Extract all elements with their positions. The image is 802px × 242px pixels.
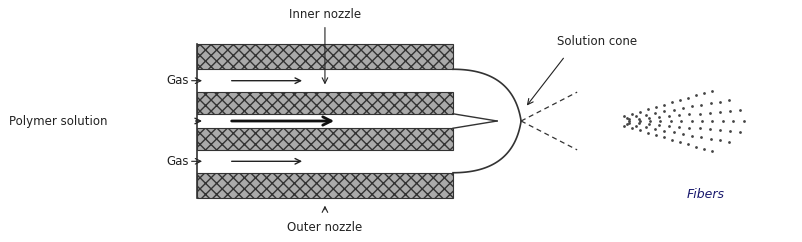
Bar [196, 128, 453, 150]
Bar [196, 44, 453, 69]
Text: Outer nozzle: Outer nozzle [287, 221, 363, 234]
Text: Solution cone: Solution cone [557, 35, 638, 48]
Bar [196, 92, 453, 114]
Text: Fibers: Fibers [687, 188, 724, 201]
Text: Polymer solution: Polymer solution [9, 114, 107, 128]
Bar [196, 173, 453, 198]
Text: Gas: Gas [166, 74, 188, 87]
Text: Gas: Gas [166, 155, 188, 168]
Text: Inner nozzle: Inner nozzle [289, 8, 361, 21]
